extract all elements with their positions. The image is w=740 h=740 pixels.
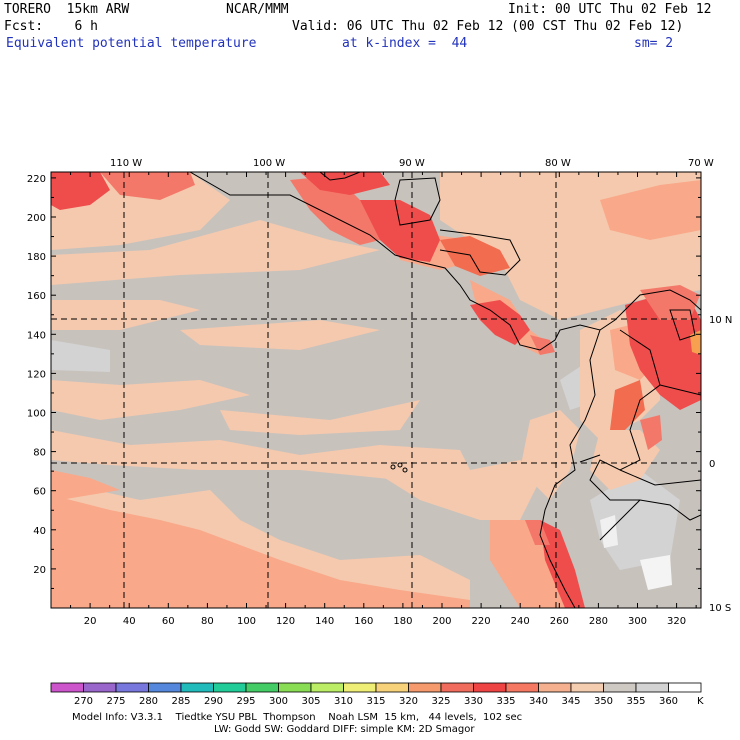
colorbar-label: 335 xyxy=(496,696,515,707)
colorbar-swatch xyxy=(148,682,182,693)
colorbar-label: 285 xyxy=(171,696,190,707)
x-tick-label: 100 xyxy=(237,616,256,627)
colorbar-label: 300 xyxy=(269,696,288,707)
model-info-line1: Model Info: V3.3.1 Tiedtke YSU PBL Thomp… xyxy=(72,712,523,723)
colorbar-swatch xyxy=(50,682,84,693)
colorbar-swatch xyxy=(440,682,474,693)
colorbar-label: 350 xyxy=(594,696,613,707)
y-tick-label: 140 xyxy=(27,330,46,341)
lat-label-10n: 10 N xyxy=(709,315,732,326)
lat-label-10s: 10 S xyxy=(709,603,731,614)
colorbar-label: 320 xyxy=(399,696,418,707)
y-tick-label: 180 xyxy=(27,252,46,263)
color-bar: 270 275 280 285 290 295 300 305 310 315 320 325 330 3… xyxy=(50,682,702,707)
axis-ticks: 20 40 60 80 100 120 140 160 180 200 220 240 260 280 30… xyxy=(27,172,701,627)
colorbar-unit: K xyxy=(697,696,704,707)
lat-lon-grid xyxy=(51,172,701,608)
theta-e-field xyxy=(51,172,701,608)
colorbar-swatch xyxy=(278,682,312,693)
y-tick-label: 160 xyxy=(27,291,46,302)
colorbar-swatch xyxy=(83,682,117,693)
y-tick-label: 60 xyxy=(33,487,46,498)
model-info-line2: LW: Godd SW: Goddard DIFF: simple KM: 2D… xyxy=(214,724,475,735)
smoothing-label: sm= 2 xyxy=(634,36,674,51)
y-tick-label: 120 xyxy=(27,369,46,380)
y-tick-label: 80 xyxy=(33,448,46,459)
colorbar-swatch xyxy=(245,682,279,693)
valid-time: Valid: 06 UTC Thu 02 Feb 12 (00 CST Thu … xyxy=(292,19,684,34)
colorbar-swatch xyxy=(408,682,442,693)
colorbar-label: 315 xyxy=(366,696,385,707)
map-frame xyxy=(50,171,702,609)
x-tick-label: 180 xyxy=(393,616,412,627)
coastlines xyxy=(189,172,701,608)
colorbar-label: 345 xyxy=(561,696,580,707)
level-label: at k-index = 44 xyxy=(342,36,468,51)
colorbar-label: 275 xyxy=(106,696,125,707)
colorbar-label: 340 xyxy=(529,696,548,707)
y-tick-label: 200 xyxy=(27,213,46,224)
colorbar-label: 295 xyxy=(236,696,255,707)
x-tick-label: 40 xyxy=(123,616,136,627)
x-tick-label: 280 xyxy=(589,616,608,627)
forecast-hour: Fcst: 6 h xyxy=(4,19,98,34)
lat-label-0: 0 xyxy=(709,459,715,470)
x-tick-label: 320 xyxy=(667,616,686,627)
colorbar-label: 280 xyxy=(139,696,158,707)
colorbar-swatch xyxy=(570,682,604,693)
x-tick-label: 300 xyxy=(628,616,647,627)
x-tick-label: 240 xyxy=(511,616,530,627)
lon-label-70w: 70 W xyxy=(688,158,714,169)
colorbar-swatch xyxy=(213,682,247,693)
center-label: NCAR/MMM xyxy=(226,2,289,17)
colorbar-swatch xyxy=(668,682,702,693)
y-tick-label: 100 xyxy=(27,409,46,420)
colorbar-label: 360 xyxy=(659,696,678,707)
lon-label-90w: 90 W xyxy=(399,158,425,169)
x-tick-label: 140 xyxy=(315,616,334,627)
model-title: TORERO 15km ARW xyxy=(4,2,130,17)
colorbar-swatch xyxy=(180,682,214,693)
colorbar-swatch xyxy=(603,682,637,693)
colorbar-label: 305 xyxy=(301,696,320,707)
colorbar-swatch xyxy=(473,682,507,693)
lon-label-100w: 100 W xyxy=(253,158,285,169)
colorbar-swatch xyxy=(505,682,539,693)
y-tick-label: 220 xyxy=(27,174,46,185)
colorbar-swatch xyxy=(538,682,572,693)
colorbar-label: 330 xyxy=(464,696,483,707)
colorbar-label: 290 xyxy=(204,696,223,707)
colorbar-label: 325 xyxy=(431,696,450,707)
field-name: Equivalent potential temperature xyxy=(6,36,257,51)
lon-label-110w: 110 W xyxy=(110,158,142,169)
init-time: Init: 00 UTC Thu 02 Feb 12 xyxy=(508,2,712,17)
x-tick-label: 160 xyxy=(354,616,373,627)
colorbar-label: 355 xyxy=(626,696,645,707)
colorbar-label: 310 xyxy=(334,696,353,707)
x-tick-label: 120 xyxy=(276,616,295,627)
x-tick-label: 20 xyxy=(84,616,97,627)
x-tick-label: 260 xyxy=(550,616,569,627)
colorbar-swatch xyxy=(375,682,409,693)
x-tick-label: 80 xyxy=(201,616,214,627)
y-tick-label: 20 xyxy=(33,565,46,576)
colorbar-swatch xyxy=(635,682,669,693)
colorbar-swatch xyxy=(115,682,149,693)
lon-label-80w: 80 W xyxy=(545,158,571,169)
colorbar-swatch xyxy=(343,682,377,693)
colorbar-label: 270 xyxy=(74,696,93,707)
colorbar-swatch xyxy=(310,682,344,693)
x-tick-label: 60 xyxy=(162,616,175,627)
x-tick-label: 200 xyxy=(432,616,451,627)
y-tick-label: 40 xyxy=(33,526,46,537)
x-tick-label: 220 xyxy=(472,616,491,627)
